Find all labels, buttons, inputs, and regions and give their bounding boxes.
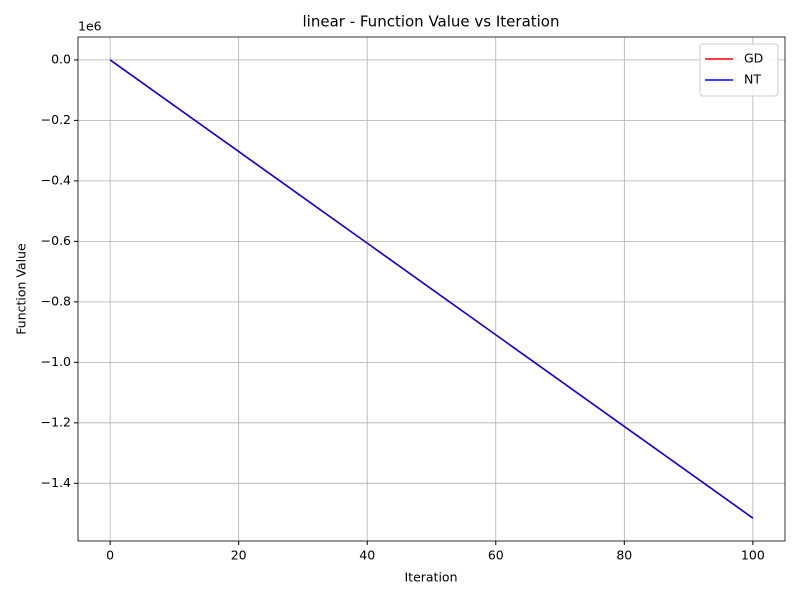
x-tick-label: 0 [106, 548, 114, 563]
y-tick-label: −0.6 [41, 233, 71, 248]
x-tick-label: 60 [488, 548, 504, 563]
legend-box [699, 43, 779, 97]
y-tick-label: −1.2 [41, 414, 71, 429]
x-tick-label: 80 [616, 548, 632, 563]
y-tick-label: −0.8 [41, 293, 71, 308]
x-tick-label: 40 [359, 548, 375, 563]
y-tick-label: −0.2 [41, 112, 71, 127]
y-tick-label: −0.4 [41, 172, 71, 187]
legend-label: GD [744, 51, 763, 66]
x-tick-label: 100 [741, 548, 765, 563]
y-offset-label: 1e6 [78, 19, 102, 34]
y-tick-label: −1.0 [41, 354, 71, 369]
x-axis-label: Iteration [404, 570, 457, 585]
legend-label: NT [744, 72, 761, 87]
chart-title: linear - Function Value vs Iteration [303, 13, 560, 31]
x-tick-label: 20 [231, 548, 247, 563]
y-tick-label: 0.0 [51, 51, 71, 66]
line-series [109, 59, 754, 519]
y-axis-label: Function Value [14, 243, 29, 335]
plot-frame [77, 36, 786, 542]
y-tick-label: −1.4 [41, 475, 71, 490]
